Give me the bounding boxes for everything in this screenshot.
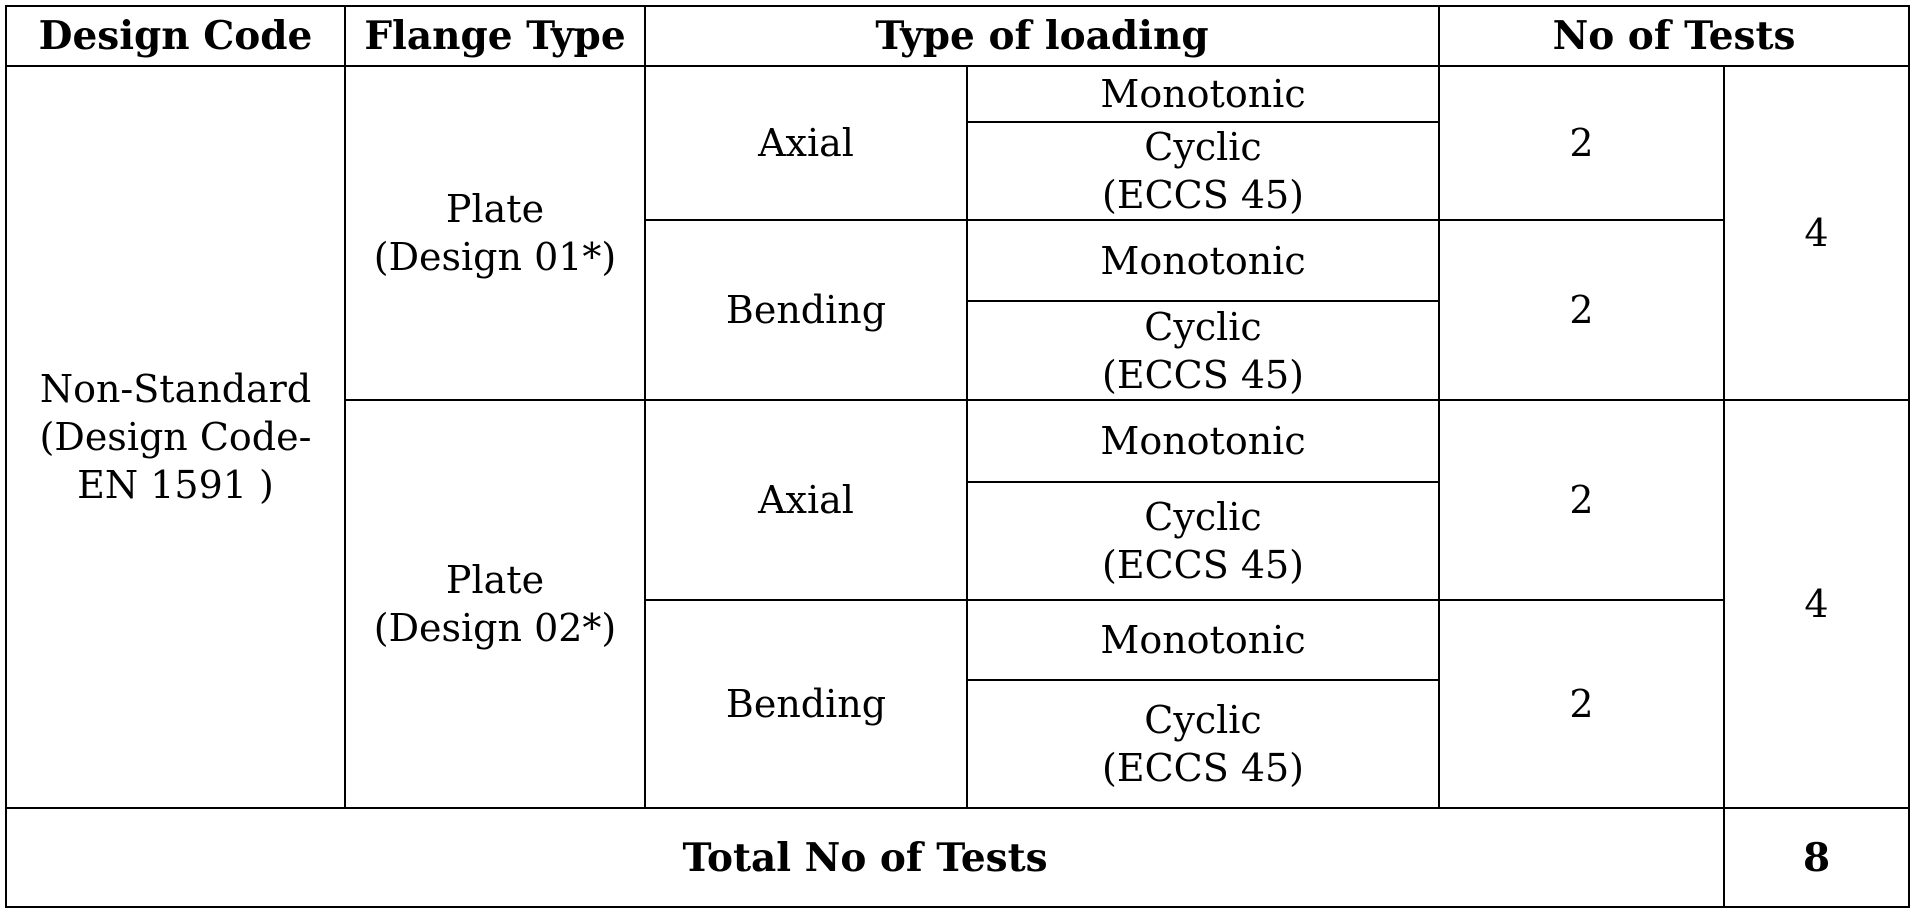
table-row: Bending Monotonic 2: [6, 219, 1909, 401]
flange-type-cell: Plate (Design 02*): [344, 399, 646, 809]
protocol-cell: Monotonic: [965, 399, 1441, 483]
loading-tests-cell: 2: [1438, 219, 1726, 401]
table-row: Non-Standard (Design Code- EN 1591 ) Pla…: [5, 65, 1911, 809]
protocol-cell: Cyclic (ECCS 45): [965, 481, 1441, 601]
group-total-cell: 4: [1723, 65, 1911, 401]
table-row: Cyclic (ECCS 45): [6, 679, 1909, 809]
header-design-code: Design Code: [5, 5, 346, 67]
header-flange-type: Flange Type: [344, 5, 646, 67]
loading-type-cell: Bending: [644, 219, 968, 401]
design-code-cell: Non-Standard (Design Code- EN 1591 ): [5, 65, 346, 809]
total-label: Total No of Tests: [4, 807, 1726, 908]
loading-tests-cell: 2: [1438, 599, 1726, 809]
table-row: Cyclic (ECCS 45): [6, 481, 1909, 601]
loading-type-cell: Bending: [644, 599, 968, 809]
loading-type-cell: Axial: [644, 65, 968, 221]
protocol-cell: Monotonic: [965, 65, 1441, 123]
group-total-cell: 4: [1723, 399, 1911, 809]
protocol-cell: Cyclic (ECCS 45): [965, 121, 1441, 221]
flange-type-cell: Plate (Design 01*): [344, 65, 646, 401]
loading-tests-cell: 2: [1438, 399, 1726, 601]
total-value: 8: [1723, 807, 1911, 908]
loading-type-cell: Axial: [644, 399, 968, 601]
header-type-of-loading: Type of loading: [643, 5, 1441, 67]
loading-tests-cell: 2: [1438, 65, 1726, 221]
header-no-of-tests: No of Tests: [1438, 5, 1911, 67]
protocol-cell: Cyclic (ECCS 45): [965, 300, 1441, 401]
table-row: Plate (Design 02*) Axial Monotonic 2 4: [6, 399, 1911, 809]
table-row: Cyclic (ECCS 45): [6, 121, 1909, 221]
protocol-cell: Monotonic: [965, 599, 1441, 681]
table-row: Bending Monotonic 2: [6, 599, 1909, 809]
header-row: Design Code Flange Type Type of loading …: [5, 5, 1911, 67]
protocol-cell: Monotonic: [965, 219, 1441, 302]
test-matrix-table: Design Code Flange Type Type of loading …: [4, 5, 1911, 908]
table-row: Cyclic (ECCS 45): [6, 300, 1909, 401]
total-row: Total No of Tests 8: [4, 807, 1911, 908]
protocol-cell: Cyclic (ECCS 45): [965, 679, 1441, 809]
